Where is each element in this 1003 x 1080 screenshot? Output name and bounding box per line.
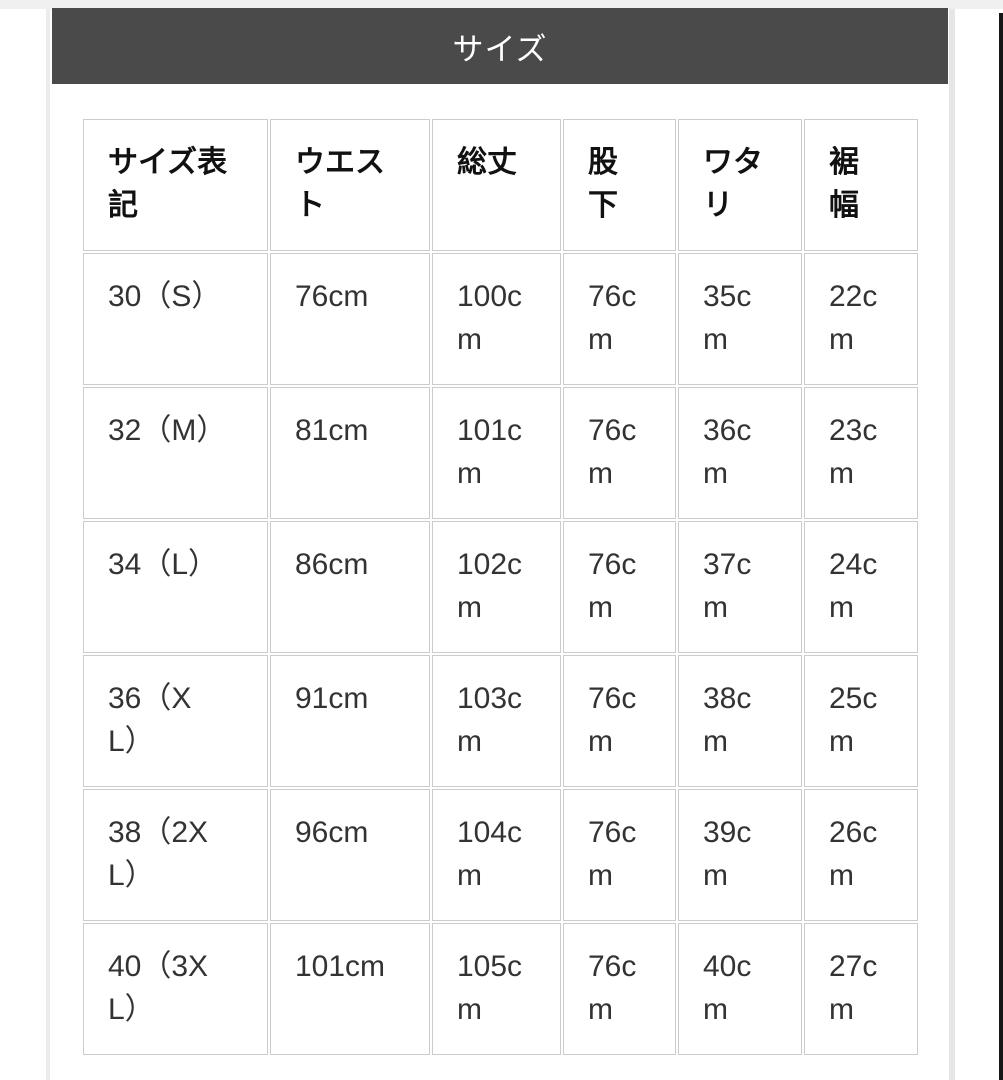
table-cell-hem-width: 22c m [804,253,918,385]
table-cell-thigh: 38c m [678,655,802,787]
table-cell-inseam: 76c m [563,923,676,1055]
table-cell-inseam: 76c m [563,521,676,653]
table-row: 34（L） 86cm 102c m 76c m 37c m 24c m [83,521,918,653]
size-section-header: サイズ [52,8,948,84]
table-cell-total-length: 101c m [432,387,561,519]
column-header-inseam: 股 下 [563,119,676,251]
table-cell-inseam: 76c m [563,789,676,921]
table-row: 32（M） 81cm 101c m 76c m 36c m 23c m [83,387,918,519]
column-header-hem-width: 裾 幅 [804,119,918,251]
table-cell-size-label: 40（3X L） [83,923,268,1055]
table-cell-thigh: 39c m [678,789,802,921]
table-cell-waist: 76cm [270,253,430,385]
table-cell-waist: 86cm [270,521,430,653]
table-body: 30（S） 76cm 100c m 76c m 35c m 22c m 32（M） 81cm 1… [83,253,918,1055]
table-cell-hem-width: 24c m [804,521,918,653]
table-cell-size-label: 38（2X L） [83,789,268,921]
table-cell-thigh: 36c m [678,387,802,519]
size-section-title: サイズ [452,31,548,67]
table-cell-waist: 81cm [270,387,430,519]
table-cell-total-length: 105c m [432,923,561,1055]
table-cell-waist: 91cm [270,655,430,787]
table-cell-size-label: 30（S） [83,253,268,385]
table-cell-size-label: 34（L） [83,521,268,653]
table-cell-inseam: 76c m [563,387,676,519]
column-header-size-label: サイズ表 記 [83,119,268,251]
table-header-row: サイズ表 記ウエス ト総丈股 下ワタ リ裾 幅 [83,119,918,251]
table-cell-total-length: 104c m [432,789,561,921]
table-cell-size-label: 32（M） [83,387,268,519]
table-cell-waist: 101cm [270,923,430,1055]
right-page-divider [949,9,955,1080]
table-cell-total-length: 102c m [432,521,561,653]
left-page-divider [46,9,50,1080]
table-cell-total-length: 103c m [432,655,561,787]
table-row: 38（2X L） 96cm 104c m 76c m 39c m 26c m [83,789,918,921]
adjacent-image-edge [999,13,1003,1080]
top-edge-divider [0,0,1003,9]
table-cell-hem-width: 27c m [804,923,918,1055]
table-row: 40（3X L） 101cm 105c m 76c m 40c m 27c m [83,923,918,1055]
table-cell-hem-width: 26c m [804,789,918,921]
column-header-total-length: 総丈 [432,119,561,251]
table-cell-inseam: 76c m [563,655,676,787]
table-cell-waist: 96cm [270,789,430,921]
table-cell-hem-width: 25c m [804,655,918,787]
table-cell-inseam: 76c m [563,253,676,385]
table-cell-thigh: 40c m [678,923,802,1055]
table-cell-thigh: 37c m [678,521,802,653]
table-row: 36（X L） 91cm 103c m 76c m 38c m 25c m [83,655,918,787]
column-header-thigh: ワタ リ [678,119,802,251]
table-cell-size-label: 36（X L） [83,655,268,787]
table-cell-hem-width: 23c m [804,387,918,519]
column-header-waist: ウエス ト [270,119,430,251]
table-row: 30（S） 76cm 100c m 76c m 35c m 22c m [83,253,918,385]
table-cell-total-length: 100c m [432,253,561,385]
table-cell-thigh: 35c m [678,253,802,385]
